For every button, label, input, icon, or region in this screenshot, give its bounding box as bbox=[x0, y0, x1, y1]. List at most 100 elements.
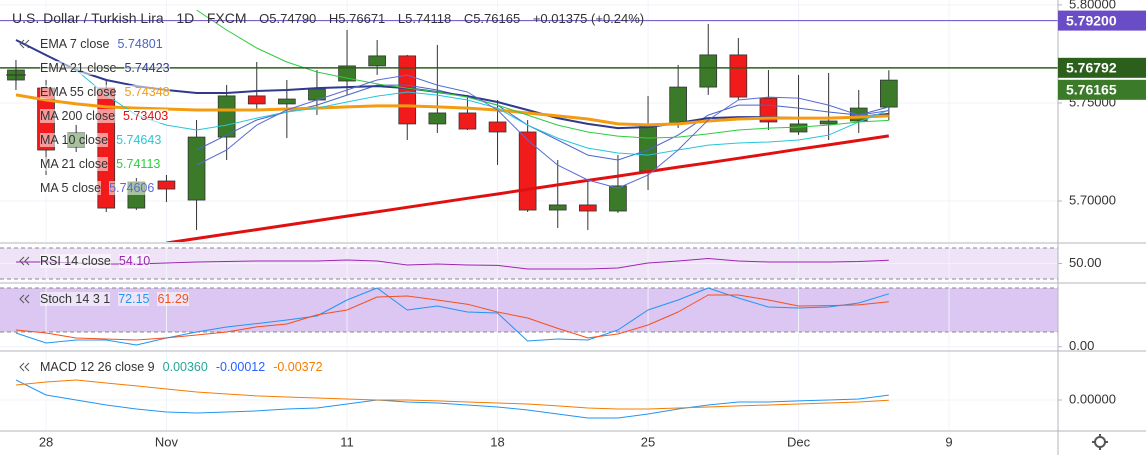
collapse-icon[interactable] bbox=[19, 39, 30, 49]
price-tag bbox=[1058, 79, 1146, 100]
indicator-line bbox=[15, 379, 889, 410]
symbol-header: U.S. Dollar / Turkish Lira 1D FXCM O5.74… bbox=[12, 10, 653, 26]
change: +0.01375 (+0.24%) bbox=[532, 11, 645, 26]
legend-value: 72.15 bbox=[118, 292, 150, 306]
collapse-icon[interactable] bbox=[19, 362, 30, 372]
y-tick-label: 5.70000 bbox=[1069, 192, 1116, 207]
x-tick-label: 9 bbox=[945, 434, 952, 449]
candle-body bbox=[278, 98, 296, 105]
pane-legend: Stoch 14 3 1 72.15 61.29 bbox=[40, 291, 197, 307]
interval: 1D bbox=[176, 10, 195, 26]
legend-row: MA 10 close 5.74643 bbox=[40, 132, 169, 148]
legend-value: 5.74801 bbox=[117, 37, 163, 51]
settings-icon[interactable] bbox=[1092, 434, 1108, 450]
ohlc-close: C5.76165 bbox=[463, 11, 521, 26]
y-tick-label: 0.00000 bbox=[1069, 391, 1116, 406]
ohlc-open: O5.74790 bbox=[259, 11, 317, 26]
legend-row: MA 5 close 5.74606 bbox=[40, 180, 162, 196]
legend-value: -0.00012 bbox=[215, 360, 266, 374]
indicator-line bbox=[16, 258, 889, 270]
legend-value: 5.74643 bbox=[116, 133, 162, 147]
legend-value: 5.74423 bbox=[124, 61, 170, 75]
candle-body bbox=[669, 86, 687, 125]
ohlc-high: H5.76671 bbox=[328, 11, 386, 26]
candle-body bbox=[428, 112, 447, 125]
settings-gear-teeth[interactable] bbox=[1092, 434, 1108, 450]
x-tick-label: Nov bbox=[155, 434, 179, 449]
legend-name: MA 21 close bbox=[40, 157, 109, 171]
y-tick-label: 0.00 bbox=[1069, 338, 1094, 353]
price-tag-label: 5.79200 bbox=[1066, 12, 1117, 28]
pane-title: RSI 14 close bbox=[40, 254, 111, 268]
legend-row: EMA 7 close 5.74801 bbox=[40, 36, 171, 52]
price-tag-label: 5.76792 bbox=[1066, 60, 1117, 76]
x-tick-label: 28 bbox=[39, 434, 53, 449]
indicator-line bbox=[15, 93, 889, 127]
legend-value: 5.73403 bbox=[123, 109, 169, 123]
pane-legend: MACD 12 26 close 9 0.00360 -0.00012 -0.0037… bbox=[40, 359, 331, 375]
legend-name: EMA 21 close bbox=[40, 61, 117, 75]
candle-body bbox=[368, 55, 386, 67]
legend-row: MA 200 close 5.73403 bbox=[40, 108, 176, 124]
pane bbox=[0, 244, 1062, 282]
legend-row: EMA 55 close 5.74348 bbox=[40, 84, 178, 100]
x-tick-label: Dec bbox=[787, 434, 811, 449]
indicator-line bbox=[75, 69, 889, 156]
collapse-icon[interactable] bbox=[19, 256, 30, 266]
legend-value: 5.74113 bbox=[116, 157, 161, 171]
candle-body bbox=[548, 204, 567, 211]
price-tag bbox=[1058, 10, 1146, 31]
indicator-line bbox=[15, 379, 889, 419]
ohlc-low: L5.74118 bbox=[397, 11, 452, 26]
legend-name: EMA 7 close bbox=[40, 37, 110, 51]
legend-row: EMA 21 close 5.74423 bbox=[40, 60, 178, 76]
indicator-line bbox=[166, 134, 890, 242]
pane-title: MACD 12 26 close 9 bbox=[40, 360, 155, 374]
y-tick-label: 5.80000 bbox=[1069, 0, 1116, 11]
candle-body bbox=[247, 95, 266, 105]
legend-value: 0.00360 bbox=[162, 360, 208, 374]
candle-body bbox=[579, 204, 597, 212]
candle-body bbox=[789, 123, 808, 133]
price-tag bbox=[1058, 57, 1146, 78]
pane-legend: RSI 14 close 54.10 bbox=[40, 253, 158, 269]
legend-name: EMA 55 close bbox=[40, 85, 117, 99]
candle-body bbox=[759, 97, 778, 123]
legend-name: MA 5 close bbox=[40, 181, 102, 195]
legend-name: MA 200 close bbox=[40, 109, 116, 123]
indicator-line bbox=[196, 84, 889, 161]
price-tag-label: 5.76165 bbox=[1066, 82, 1117, 98]
symbol-title: U.S. Dollar / Turkish Lira bbox=[12, 10, 164, 26]
legend-value: 5.74606 bbox=[109, 181, 155, 195]
candle-body bbox=[819, 120, 838, 125]
candle-body bbox=[187, 136, 206, 201]
candle-body bbox=[518, 131, 537, 211]
legend-name: MA 10 close bbox=[40, 133, 109, 147]
candle-body bbox=[729, 54, 748, 98]
indicator-line bbox=[196, 9, 889, 139]
y-tick-label: 50.00 bbox=[1069, 255, 1102, 270]
indicator-line bbox=[196, 74, 889, 189]
candle-body bbox=[458, 112, 477, 130]
source: FXCM bbox=[206, 10, 247, 26]
x-tick-label: 18 bbox=[490, 434, 504, 449]
candle-body bbox=[157, 180, 176, 190]
crosshair-cursor bbox=[6, 65, 26, 85]
candle-body bbox=[488, 121, 507, 133]
collapse-icon[interactable] bbox=[19, 294, 30, 304]
candle-body bbox=[880, 79, 898, 108]
indicator-line bbox=[15, 294, 889, 341]
legend-value: -0.00372 bbox=[273, 360, 323, 374]
pane bbox=[0, 0, 1062, 242]
candle-body bbox=[217, 95, 236, 138]
legend-value: 5.74348 bbox=[124, 85, 170, 99]
legend-value: 61.29 bbox=[157, 292, 189, 306]
pane-title: Stoch 14 3 1 bbox=[40, 292, 111, 306]
candle-body bbox=[609, 185, 627, 212]
legend-value: 54.10 bbox=[118, 254, 151, 268]
indicator-line bbox=[15, 287, 889, 346]
pane bbox=[0, 352, 1062, 430]
x-tick-label: 11 bbox=[340, 434, 354, 449]
